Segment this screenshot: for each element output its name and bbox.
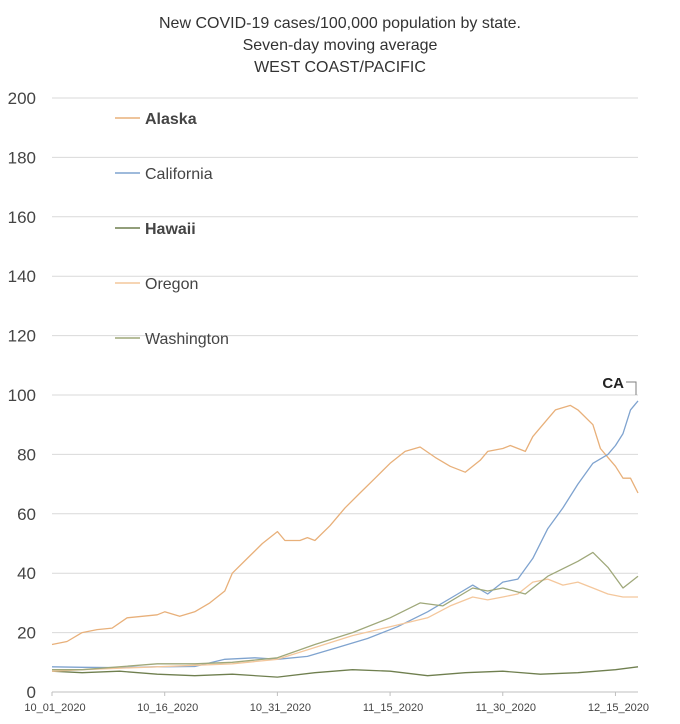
y-tick-label: 100 [8, 386, 36, 405]
chart-title-line: New COVID-19 cases/100,000 population by… [159, 15, 521, 32]
y-tick-label: 200 [8, 89, 36, 108]
y-tick-label: 60 [17, 505, 36, 524]
y-tick-label: 180 [8, 148, 36, 167]
y-axis: 0 20 40 60 80 100 120 140 160 180 200 [8, 89, 36, 702]
y-tick-label: 120 [8, 327, 36, 346]
legend: Alaska California Hawaii Oregon Washington [115, 111, 229, 348]
x-tick-label: 11_30_2020 [476, 702, 536, 714]
annotations: CA [602, 375, 637, 395]
x-tick-label: 10_16_2020 [137, 702, 198, 714]
series-line-washington [52, 551, 639, 671]
series-lines [51, 400, 639, 678]
chart-title-line: Seven-day moving average [243, 37, 438, 54]
y-tick-label: 80 [17, 445, 36, 464]
legend-label-alaska: Alaska [145, 111, 197, 128]
legend-label-hawaii: Hawaii [145, 221, 196, 238]
series-line-oregon [51, 578, 638, 672]
chart-title: New COVID-19 cases/100,000 population by… [159, 15, 521, 76]
legend-label-california: California [145, 166, 213, 183]
legend-label-oregon: Oregon [145, 276, 198, 293]
y-tick-label: 0 [27, 683, 36, 702]
y-tick-label: 40 [17, 564, 36, 583]
chart-title-line: WEST COAST/PACIFIC [254, 59, 426, 76]
y-tick-label: 160 [8, 208, 36, 227]
series-line-alaska [51, 404, 639, 646]
y-tick-label: 20 [17, 624, 36, 643]
x-tick-label: 12_15_2020 [588, 702, 649, 714]
annotation-leader [626, 381, 637, 395]
series-line-hawaii [51, 666, 639, 678]
x-tick-label: 10_01_2020 [24, 702, 85, 714]
annotation-label: CA [602, 375, 624, 392]
gridlines [52, 97, 638, 693]
x-tick-label: 11_15_2020 [363, 702, 423, 714]
y-tick-label: 140 [8, 267, 36, 286]
series-line-california [51, 400, 639, 669]
x-axis: 10_01_2020 10_16_2020 10_31_2020 11_15_2020… [24, 692, 649, 714]
legend-label-washington: Washington [145, 331, 229, 348]
x-tick-label: 10_31_2020 [250, 702, 311, 714]
